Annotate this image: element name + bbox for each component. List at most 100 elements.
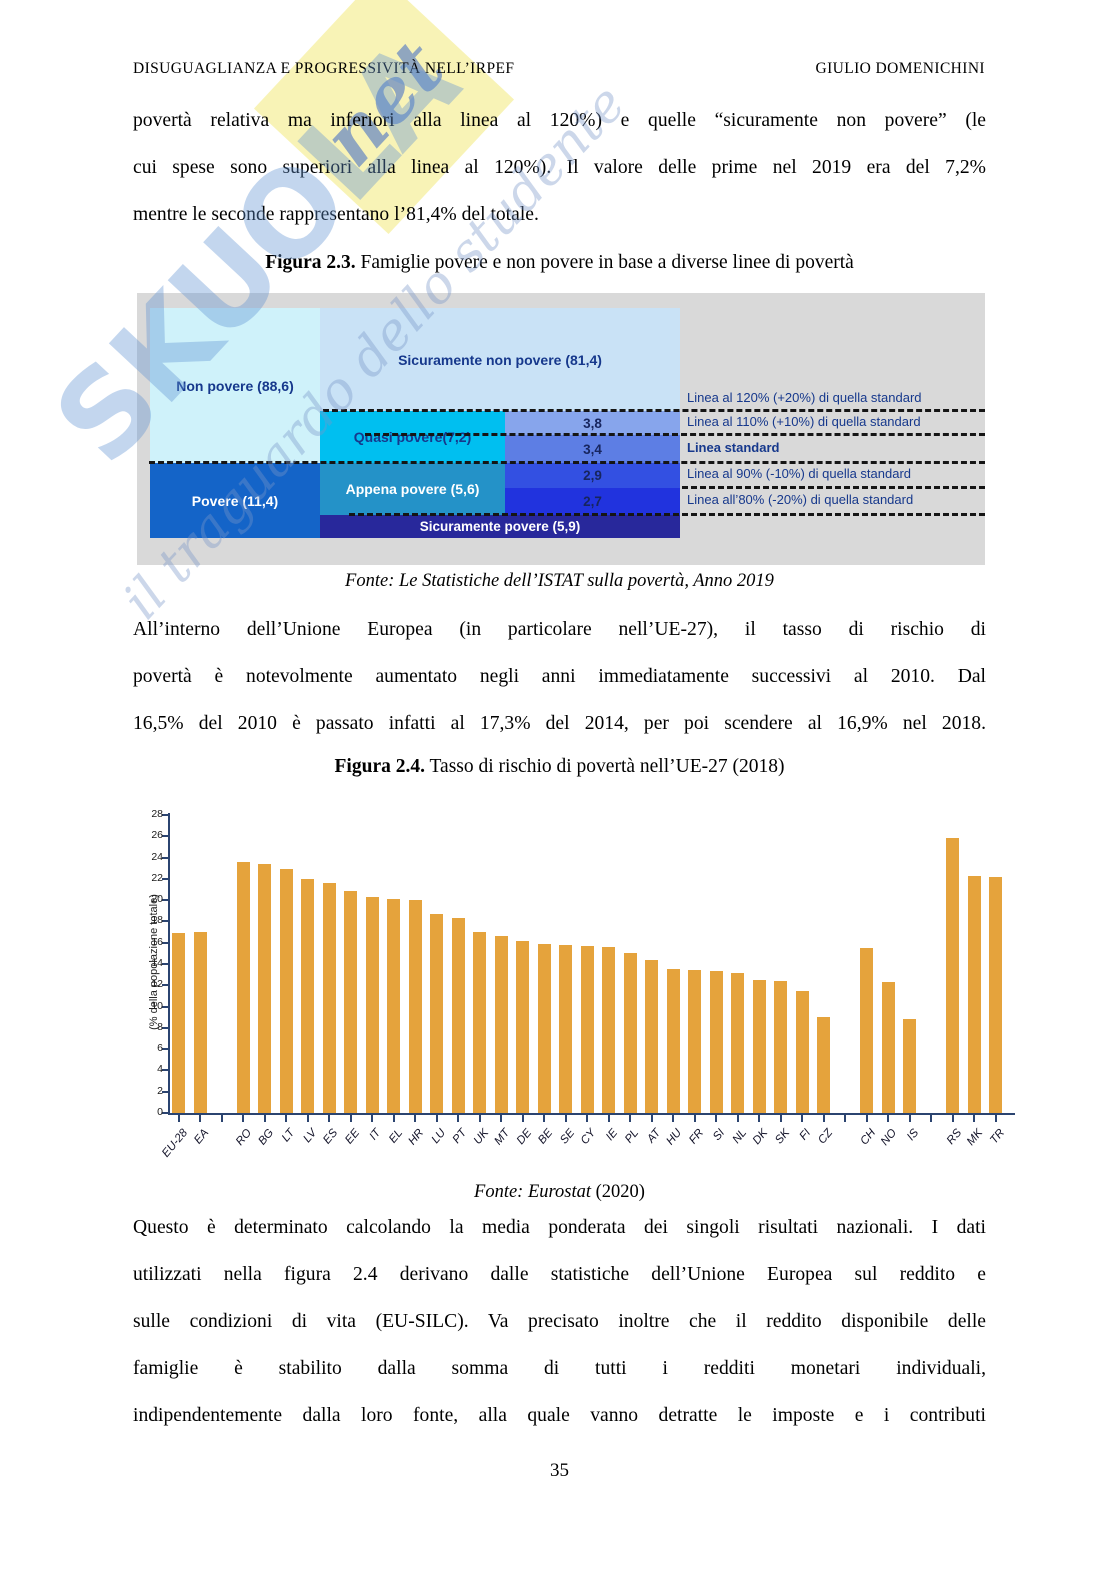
xtick-UK — [478, 1115, 481, 1122]
ytick-label-18: 18 — [151, 914, 163, 927]
bar-BG — [258, 863, 272, 1113]
bar-RS — [946, 838, 960, 1113]
header-author: GIULIO DOMENICHINI — [815, 60, 985, 77]
figure-2-3-caption: Figura 2.3. Famiglie povere e non povere… — [133, 252, 986, 274]
figure-2-3-diagram: Non povere (88,6) Povere (11,4) Sicurame… — [137, 293, 985, 565]
bar-DE — [516, 940, 530, 1113]
text-line: sulle condizioni di vita (EU-SILC). Va p… — [133, 1311, 986, 1332]
bar-IE — [602, 946, 616, 1113]
figure-2-4-caption-text: Tasso di rischio di povertà nell’UE-27 (… — [424, 756, 785, 777]
xtick-PT — [457, 1115, 460, 1122]
xtick-CY — [586, 1115, 589, 1122]
ytick-label-4: 4 — [157, 1063, 163, 1076]
bar-RO — [236, 861, 250, 1113]
bar-SE — [559, 944, 573, 1113]
box-non-povere: Non povere (88,6) — [150, 308, 320, 463]
bar-EA — [193, 932, 207, 1113]
bar-NO — [881, 982, 895, 1113]
ytick-label-26: 26 — [151, 829, 163, 842]
text-line: All’interno dell’Unione Europea (in part… — [133, 619, 986, 640]
ytick-label-8: 8 — [157, 1020, 163, 1033]
ytick-label-24: 24 — [151, 850, 163, 863]
ytick-label-14: 14 — [151, 957, 163, 969]
xtick-BE — [543, 1115, 546, 1122]
bar-CY — [580, 945, 594, 1113]
bar-CZ — [817, 1017, 831, 1113]
bar-EE — [344, 890, 358, 1113]
figure-2-4-chart: (% della popolazione totale) 0 2 4 6 8 10 12 14… — [135, 798, 1015, 1176]
ytick-label-20: 20 — [151, 893, 163, 906]
xtick-gap — [220, 1115, 223, 1122]
bar-AT — [645, 959, 659, 1113]
bar-DK — [752, 979, 766, 1113]
linea-label-80: Linea all’80% (-20%) di quella standard — [687, 492, 914, 507]
ytick-10 — [162, 1005, 168, 1008]
ytick-20 — [162, 899, 168, 902]
xtick-SI — [715, 1115, 718, 1122]
ytick-8 — [162, 1026, 168, 1029]
linea-label-standard: Linea standard — [687, 440, 780, 455]
ytick-label-28: 28 — [151, 808, 163, 820]
xtick-BG — [263, 1115, 266, 1122]
bar-FI — [795, 990, 809, 1113]
text-line: cui spese sono superiori alla linea al 1… — [133, 157, 986, 178]
xtick-EE — [349, 1115, 352, 1122]
xtick-SE — [564, 1115, 567, 1122]
bar-IS — [903, 1019, 917, 1113]
bar-UK — [473, 932, 487, 1113]
xtick-IT — [371, 1115, 374, 1122]
chart-x-axis — [168, 1113, 1015, 1115]
bar-HU — [666, 969, 680, 1113]
bar-EU-28 — [172, 933, 186, 1113]
paragraph-3: Questo è determinato calcolando la media… — [133, 1204, 986, 1439]
xtick-RS — [951, 1115, 954, 1122]
ytick-28 — [162, 814, 168, 816]
page-number: 35 — [550, 1460, 569, 1481]
xtick-LT — [285, 1115, 288, 1122]
xtick-MT — [500, 1115, 503, 1122]
xtick-CZ — [822, 1115, 825, 1122]
xtick-NL — [736, 1115, 739, 1122]
xtick-gap — [930, 1115, 933, 1122]
text-line: 16,5% del 2010 è passato infatti al 17,3… — [133, 713, 986, 734]
ytick-label-6: 6 — [157, 1042, 163, 1055]
linea-label-110: Linea al 110% (+10%) di quella standard — [687, 414, 921, 429]
xtick-LU — [435, 1115, 438, 1122]
value-cell-2-7: 2,7 — [505, 488, 680, 515]
ytick-label-12: 12 — [151, 978, 163, 991]
ytick-label-22: 22 — [151, 871, 163, 884]
ytick-6 — [162, 1048, 168, 1051]
bar-IT — [365, 896, 379, 1113]
ytick-label-0: 0 — [157, 1106, 163, 1118]
bar-MT — [494, 936, 508, 1113]
ytick-12 — [162, 984, 168, 987]
ytick-0 — [162, 1112, 168, 1114]
ytick-16 — [162, 941, 168, 944]
fonte-eurostat-year: (2020) — [591, 1182, 645, 1202]
xtick-gap — [844, 1115, 847, 1122]
box-sicuramente-povere: Sicuramente povere (5,9) — [320, 515, 680, 538]
box-quasi-povere: Quasi povere(7,2) — [320, 411, 505, 463]
xtick-FI — [801, 1115, 804, 1122]
bar-CH — [860, 948, 874, 1113]
bar-LT — [279, 869, 293, 1113]
ytick-26 — [162, 835, 168, 838]
dashed-line-110 — [365, 433, 985, 436]
bar-LV — [301, 878, 315, 1113]
xtick-ES — [328, 1115, 331, 1122]
xtick-EL — [392, 1115, 395, 1122]
figure-2-4-caption: Figura 2.4. Tasso di rischio di povertà … — [133, 756, 986, 778]
xtick-TR — [994, 1115, 997, 1122]
text-line: povertà relativa ma inferiori alla linea… — [133, 110, 986, 131]
ytick-2 — [162, 1090, 168, 1093]
bar-HR — [408, 900, 422, 1113]
text-line: utilizzati nella figura 2.4 derivano dal… — [133, 1264, 986, 1285]
xtick-HU — [672, 1115, 675, 1122]
ytick-14 — [162, 963, 168, 965]
bar-MK — [967, 875, 981, 1113]
ytick-18 — [162, 920, 168, 923]
header-title: DISUGUAGLIANZA E PROGRESSIVITÀ NELL’IRPE… — [133, 60, 515, 77]
xtick-IE — [607, 1115, 610, 1122]
text-line: indipendentemente dalla loro fonte, alla… — [133, 1405, 986, 1426]
